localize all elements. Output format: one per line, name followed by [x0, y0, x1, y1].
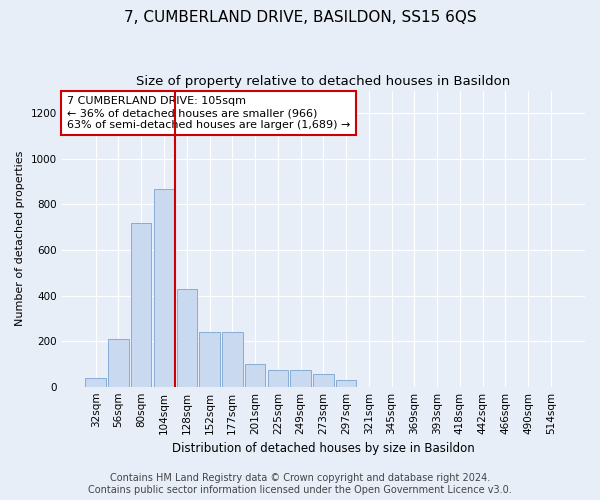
Title: Size of property relative to detached houses in Basildon: Size of property relative to detached ho…	[136, 75, 511, 88]
Bar	[290, 370, 311, 386]
Text: 7 CUMBERLAND DRIVE: 105sqm
← 36% of detached houses are smaller (966)
63% of sem: 7 CUMBERLAND DRIVE: 105sqm ← 36% of deta…	[67, 96, 350, 130]
Bar	[154, 188, 174, 386]
Bar	[336, 380, 356, 386]
Bar	[222, 332, 242, 386]
Bar	[108, 339, 129, 386]
Bar	[268, 370, 288, 386]
Bar	[176, 288, 197, 386]
Text: Contains HM Land Registry data © Crown copyright and database right 2024.
Contai: Contains HM Land Registry data © Crown c…	[88, 474, 512, 495]
Bar	[85, 378, 106, 386]
Bar	[131, 222, 151, 386]
X-axis label: Distribution of detached houses by size in Basildon: Distribution of detached houses by size …	[172, 442, 475, 455]
Bar	[313, 374, 334, 386]
Bar	[199, 332, 220, 386]
Bar	[245, 364, 265, 386]
Text: 7, CUMBERLAND DRIVE, BASILDON, SS15 6QS: 7, CUMBERLAND DRIVE, BASILDON, SS15 6QS	[124, 10, 476, 25]
Y-axis label: Number of detached properties: Number of detached properties	[15, 151, 25, 326]
